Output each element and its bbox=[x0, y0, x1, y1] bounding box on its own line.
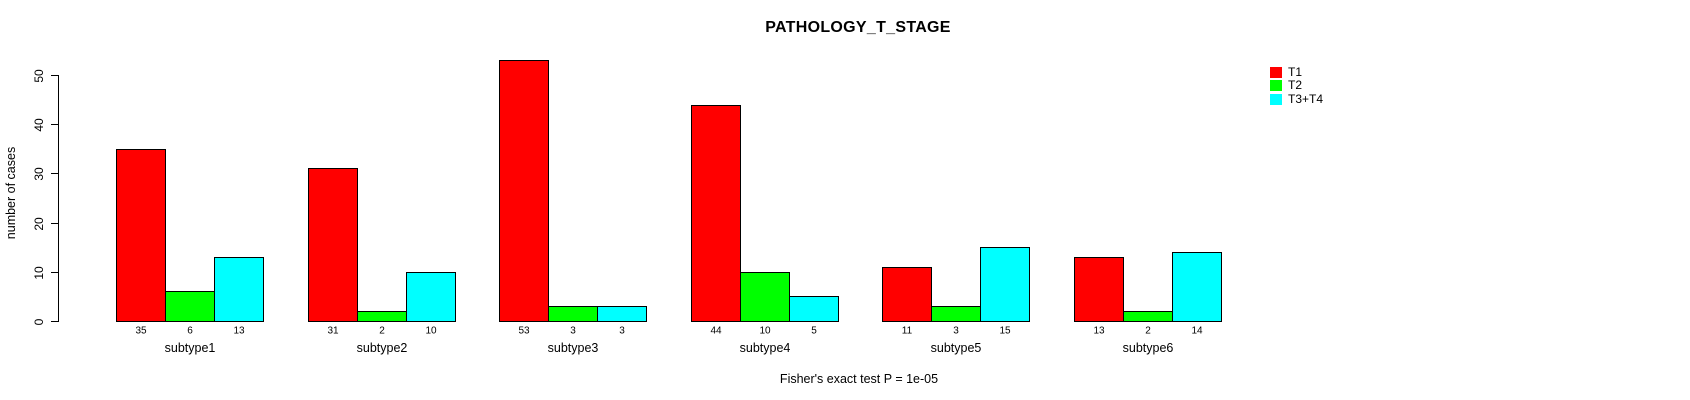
legend-label: T2 bbox=[1288, 78, 1303, 92]
bar-t1-subtype3 bbox=[499, 60, 549, 322]
y-axis-tick bbox=[51, 223, 58, 224]
bar-value-label: 3 bbox=[619, 325, 625, 337]
y-axis-line bbox=[58, 75, 59, 322]
legend-swatch-t3-t4 bbox=[1270, 94, 1282, 105]
bar-t2-subtype4 bbox=[740, 272, 790, 322]
category-label: subtype4 bbox=[739, 341, 791, 355]
y-axis-tick-label: 50 bbox=[32, 68, 46, 83]
legend-label: T3+T4 bbox=[1288, 92, 1324, 106]
fisher-test-note: Fisher's exact test P = 1e-05 bbox=[779, 372, 939, 386]
category-label: subtype3 bbox=[547, 341, 599, 355]
chart-title: PATHOLOGY_T_STAGE bbox=[765, 19, 951, 36]
category-label: subtype1 bbox=[164, 341, 216, 355]
bar-value-label: 14 bbox=[1191, 325, 1203, 337]
bar-value-label: 35 bbox=[135, 325, 147, 337]
bar-t1-subtype6 bbox=[1074, 257, 1124, 322]
category-label: subtype5 bbox=[930, 341, 982, 355]
legend-swatch-t2 bbox=[1270, 80, 1282, 91]
y-axis-tick-label: 40 bbox=[32, 117, 46, 132]
bar-t2-subtype2 bbox=[357, 311, 407, 322]
y-axis-tick-label: 30 bbox=[32, 166, 46, 181]
bar-value-label: 3 bbox=[570, 325, 576, 337]
bar-value-label: 15 bbox=[999, 325, 1011, 337]
y-axis-tick bbox=[51, 75, 58, 76]
bar-value-label: 11 bbox=[901, 325, 913, 337]
y-axis-tick-label: 0 bbox=[32, 318, 46, 325]
legend-swatch-t1 bbox=[1270, 67, 1282, 78]
category-label: subtype2 bbox=[356, 341, 408, 355]
bar-t2-subtype1 bbox=[165, 291, 215, 322]
bar-t2-subtype5 bbox=[931, 306, 981, 322]
bar-value-label: 13 bbox=[1093, 325, 1105, 337]
bar-value-label: 5 bbox=[811, 325, 817, 337]
bar-t3-t4-subtype4 bbox=[789, 296, 839, 322]
bar-value-label: 10 bbox=[759, 325, 771, 337]
bar-t3-t4-subtype1 bbox=[214, 257, 264, 322]
bar-t2-subtype6 bbox=[1123, 311, 1173, 322]
y-axis-tick bbox=[51, 173, 58, 174]
legend-label: T1 bbox=[1288, 65, 1303, 79]
y-axis-tick-label: 10 bbox=[32, 265, 46, 280]
bar-value-label: 3 bbox=[953, 325, 959, 337]
bar-t3-t4-subtype5 bbox=[980, 247, 1030, 322]
bar-value-label: 2 bbox=[379, 325, 385, 337]
bar-value-label: 10 bbox=[425, 325, 437, 337]
bar-t1-subtype4 bbox=[691, 105, 741, 322]
bar-t3-t4-subtype2 bbox=[406, 272, 456, 322]
category-label: subtype6 bbox=[1122, 341, 1174, 355]
y-axis-tick bbox=[51, 321, 58, 322]
bar-value-label: 44 bbox=[710, 325, 722, 337]
bar-value-label: 6 bbox=[187, 325, 193, 337]
bar-value-label: 2 bbox=[1145, 325, 1151, 337]
y-axis-title: number of cases bbox=[4, 146, 18, 240]
y-axis-tick bbox=[51, 124, 58, 125]
bar-t3-t4-subtype6 bbox=[1172, 252, 1222, 322]
bar-t3-t4-subtype3 bbox=[597, 306, 647, 322]
bar-value-label: 13 bbox=[233, 325, 245, 337]
bar-t1-subtype2 bbox=[308, 168, 358, 322]
bar-value-label: 53 bbox=[518, 325, 530, 337]
bar-t2-subtype3 bbox=[548, 306, 598, 322]
y-axis-tick bbox=[51, 272, 58, 273]
bar-t1-subtype1 bbox=[116, 149, 166, 322]
y-axis-tick-label: 20 bbox=[32, 216, 46, 231]
bar-t1-subtype5 bbox=[882, 267, 932, 322]
bar-value-label: 31 bbox=[327, 325, 339, 337]
